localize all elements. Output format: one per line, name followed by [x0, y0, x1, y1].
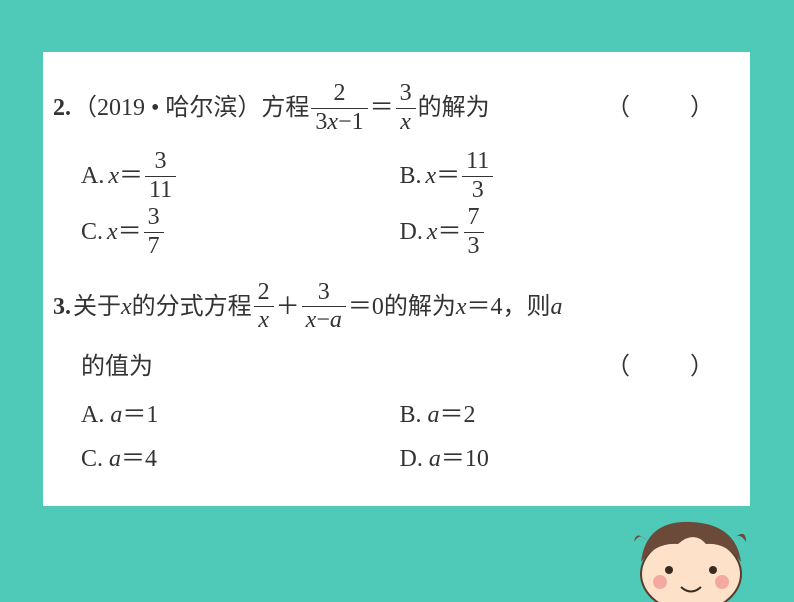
q2-option-b: B. x ＝ 11 3 [400, 148, 719, 204]
q2-option-a: A. x ＝ 3 11 [81, 148, 400, 204]
q2-source: （2019 • 哈尔滨） [73, 90, 261, 126]
q3-option-a: A. a＝1 [81, 393, 400, 437]
q2-frac2-num: 3 [396, 80, 416, 109]
q3-line2: 的值为 （ ） [53, 349, 718, 385]
q3-options: A. a＝1 B. a＝2 C. a＝4 D. a＝10 [53, 393, 718, 481]
q2-suffix: 的解为 [418, 90, 490, 126]
q2-frac2: 3 x [396, 80, 416, 136]
q3-option-c: C. a＝4 [81, 437, 400, 481]
q3-option-d: D. a＝10 [400, 437, 719, 481]
q2-frac1: 2 3x−1 [311, 80, 367, 136]
q2-paren: （ ） [606, 90, 718, 126]
q3-stem: 3. 关于 x 的分式方程 2 x ＋ 3 x−a ＝ 0 的解为 x ＝ 4 … [53, 279, 718, 335]
q2-prefix: 方程 [261, 90, 309, 126]
question-3: 3. 关于 x 的分式方程 2 x ＋ 3 x−a ＝ 0 的解为 x ＝ 4 … [53, 279, 718, 481]
q2-eq: ＝ [370, 90, 394, 126]
q2-stem: 2. （2019 • 哈尔滨） 方程 2 3x−1 ＝ 3 x 的解为 （ ） [53, 80, 718, 136]
q2-frac1-num: 2 [311, 80, 367, 109]
q3-option-b: B. a＝2 [400, 393, 719, 437]
q2-options: A. x ＝ 3 11 B. x ＝ 11 3 C. x ＝ [53, 148, 718, 260]
q3-frac2: 3 x−a [302, 279, 346, 335]
q3-number: 3. [53, 289, 71, 325]
q2-number: 2. [53, 90, 71, 126]
q2-frac1-den: 3x−1 [311, 109, 367, 137]
q3-frac1: 2 x [254, 279, 274, 335]
q3-paren: （ ） [606, 349, 718, 385]
content-card: 2. （2019 • 哈尔滨） 方程 2 3x−1 ＝ 3 x 的解为 （ ） … [43, 52, 750, 506]
q2-frac2-den: x [396, 109, 416, 137]
q2-option-c: C. x ＝ 3 7 [81, 204, 400, 260]
character-icon [606, 502, 756, 602]
q2-option-d: D. x ＝ 7 3 [400, 204, 719, 260]
question-2: 2. （2019 • 哈尔滨） 方程 2 3x−1 ＝ 3 x 的解为 （ ） … [53, 80, 718, 261]
